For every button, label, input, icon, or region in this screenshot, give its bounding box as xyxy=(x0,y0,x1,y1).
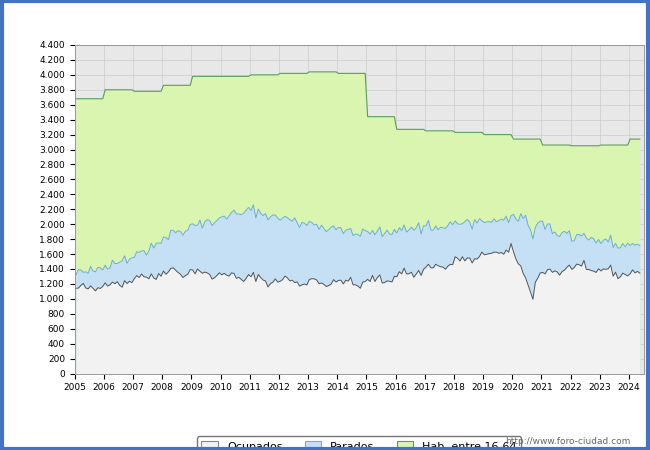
Text: http://www.foro-ciudad.com: http://www.foro-ciudad.com xyxy=(505,436,630,446)
Legend: Ocupados, Parados, Hab. entre 16-64: Ocupados, Parados, Hab. entre 16-64 xyxy=(197,436,521,450)
Text: Enguera - Evolucion de la poblacion en edad de Trabajar Mayo de 2024: Enguera - Evolucion de la poblacion en e… xyxy=(87,10,563,23)
